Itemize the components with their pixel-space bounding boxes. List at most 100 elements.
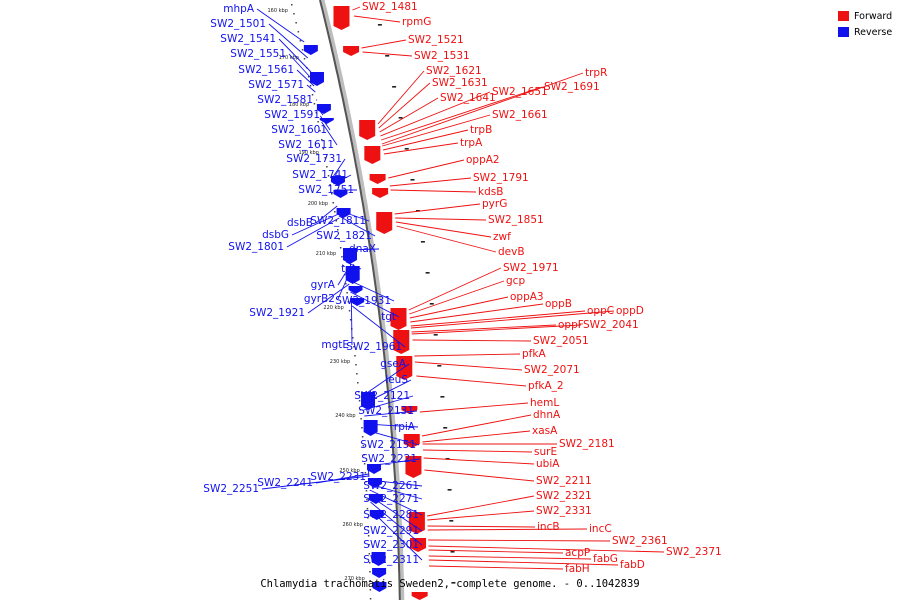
gc-mark (425, 272, 430, 274)
tick-mark (319, 130, 321, 132)
forward-gene-leader (394, 203, 481, 215)
forward-gene-leader (379, 97, 439, 133)
reverse-gene-leader (315, 205, 338, 224)
reverse-gene-leader (370, 509, 423, 561)
forward-gene-leader (412, 339, 532, 342)
tick-mark (293, 13, 295, 15)
reverse-gene-leader (364, 423, 419, 428)
forward-gene-leader (380, 91, 491, 137)
reverse-gene-label: SW2_2121 (354, 390, 410, 402)
reverse-gene-label: SW2_2231 (310, 471, 366, 483)
reverse-gene-leader (307, 283, 350, 314)
reverse-gene-arrow (368, 494, 383, 504)
forward-gene-label: SW2_2041 (583, 319, 639, 331)
tick-mark (369, 571, 371, 573)
tick-label: 220 kbp (323, 305, 343, 311)
tick-mark (366, 499, 368, 501)
forward-gene-leader (377, 70, 425, 125)
tick-mark (358, 400, 361, 402)
reverse-gene-label: dsbB (287, 217, 313, 229)
tick-mark (367, 535, 370, 537)
reverse-gene-leader (338, 215, 376, 237)
tick-mark (352, 337, 354, 339)
reverse-gene-label: SW2_2151 (360, 439, 416, 451)
forward-gene-label: oppA3 (510, 291, 544, 303)
forward-gene-label: SW2_1691 (544, 81, 600, 93)
reverse-gene-label: SW2_1731 (286, 153, 342, 165)
legend-forward: Forward (838, 8, 892, 24)
tick-mark (369, 589, 372, 591)
forward-gene-label: incC (589, 523, 612, 535)
forward-gene-label: SW2_1521 (408, 34, 464, 46)
forward-gene-label: SW2_2321 (536, 490, 592, 502)
forward-gene-leader (390, 189, 477, 193)
forward-gene-leader (419, 402, 529, 413)
forward-gene-leader (428, 565, 564, 570)
gc-mark (449, 520, 454, 522)
forward-gene-label: pyrG (482, 198, 507, 210)
tick-mark (365, 490, 368, 492)
tick-mark (295, 22, 297, 24)
forward-gene-label: devB (498, 246, 525, 258)
gc-mark (450, 551, 455, 553)
gc-mark (404, 148, 409, 150)
reverse-gene-label: SW2_2251 (203, 483, 259, 495)
reverse-gene-leader (370, 501, 423, 546)
tick-mark (327, 175, 330, 177)
reverse-gene-leader (351, 305, 406, 348)
backbone (319, 0, 401, 600)
reverse-gene-label: SW2_2291 (363, 525, 419, 537)
tick-mark (329, 184, 331, 186)
reverse-gene-leader (337, 209, 370, 222)
gc-mark (398, 117, 403, 119)
reverse-gene-label: SW2_1541 (220, 33, 276, 45)
forward-gene-leader (381, 72, 584, 145)
forward-gene-leader (361, 39, 407, 49)
reverse-gene-label: SW2_1741 (292, 169, 348, 181)
tick-mark (317, 121, 319, 123)
tick-mark (301, 49, 304, 51)
reverse-gene-leader (367, 469, 370, 478)
tick-mark (297, 31, 300, 33)
forward-gene-arrow (376, 212, 393, 234)
reverse-gene-label: tdk (341, 263, 359, 275)
tick-label: 180 kbp (289, 102, 309, 108)
tick-mark (303, 58, 306, 60)
reverse-gene-leader (256, 8, 305, 43)
reverse-gene-leader (321, 121, 338, 146)
forward-gene-arrow (333, 6, 350, 30)
reverse-gene-leader (365, 429, 420, 446)
forward-gene-label: oppA2 (466, 154, 500, 166)
tick-mark (326, 166, 328, 168)
forward-gene-label: SW2_1661 (492, 109, 548, 121)
reverse-gene-leader (350, 299, 353, 346)
reverse-gene-leader (278, 38, 312, 73)
tick-mark (332, 202, 334, 204)
forward-gene-label: xasA (532, 425, 558, 437)
reverse-gene-leader (331, 158, 346, 179)
forward-gene-label: SW2_1641 (440, 92, 496, 104)
forward-gene-leader (424, 469, 535, 482)
tick-mark (356, 373, 358, 375)
tick-label: 230 kbp (330, 359, 350, 365)
forward-gene-leader (428, 539, 611, 542)
reverse-gene-arrow (367, 464, 382, 474)
forward-gene-label: SW2_2211 (536, 475, 592, 487)
forward-gene-arrow (364, 146, 381, 164)
forward-gene-leader (427, 525, 536, 528)
reverse-gene-label: SW2_1561 (238, 64, 294, 76)
reverse-gene-leader (344, 248, 380, 251)
forward-gene-leader (353, 15, 401, 23)
reverse-gene-label: SW2_1571 (248, 79, 304, 91)
tick-mark (361, 427, 363, 429)
reverse-gene-label: SW2_2271 (363, 493, 419, 505)
legend-reverse-label: Reverse (854, 26, 893, 38)
gc-mark (433, 334, 438, 336)
tick-label: 270 kbp (344, 576, 364, 582)
tick-mark (339, 247, 342, 249)
forward-gene-leader (416, 375, 527, 387)
forward-gene-leader (381, 86, 543, 141)
forward-gene-label: SW2_2181 (559, 438, 615, 450)
reverse-gene-label: SW2_1811 (310, 215, 366, 227)
